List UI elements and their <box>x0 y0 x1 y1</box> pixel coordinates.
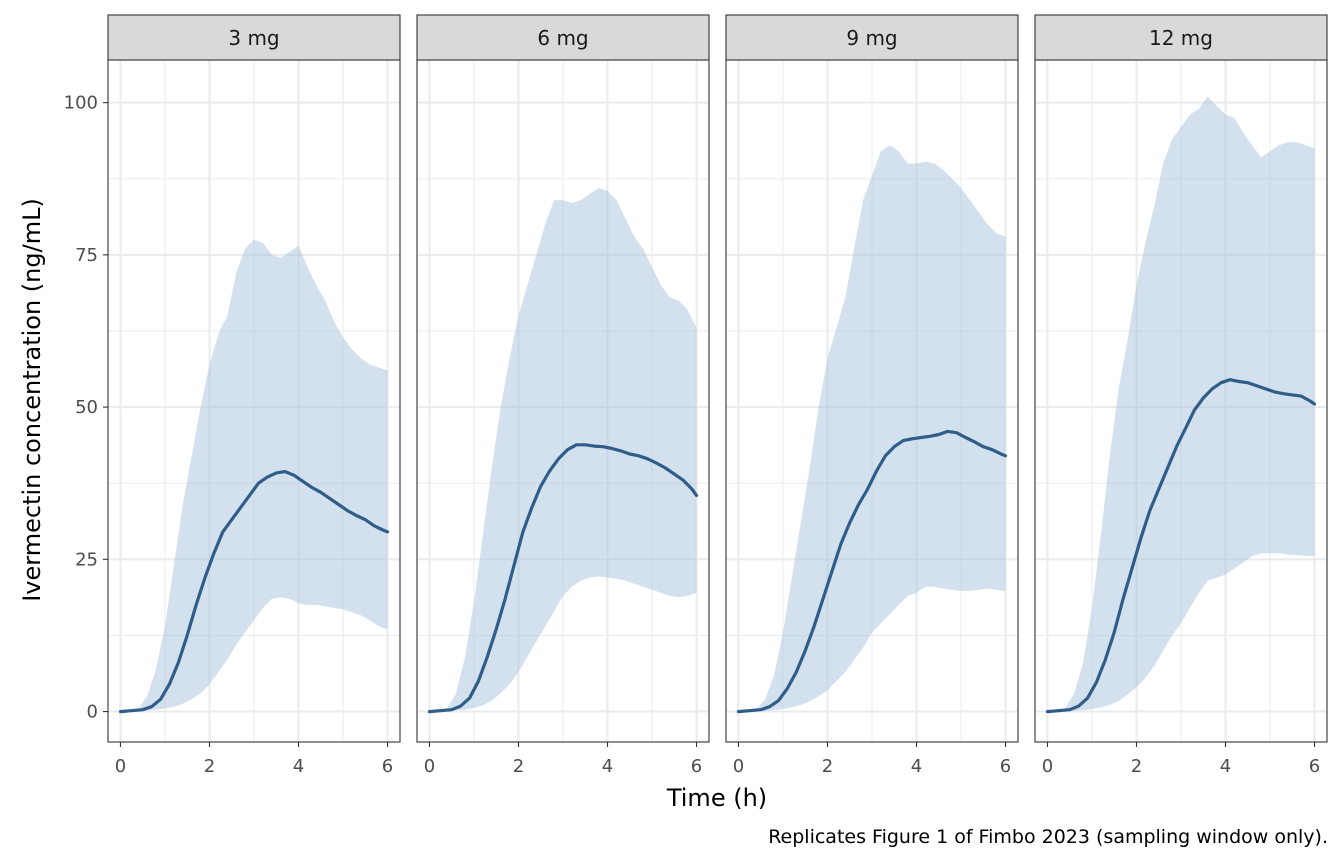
x-tick-label: 6 <box>1309 756 1320 777</box>
y-tick-label: 25 <box>75 549 98 570</box>
median-line <box>736 429 1008 714</box>
x-tick-label: 4 <box>911 756 922 777</box>
median-line <box>427 443 699 714</box>
x-tick-label: 2 <box>204 756 215 777</box>
x-tick-label: 0 <box>115 756 126 777</box>
x-axes: 0 2 4 6 0 2 4 6 0 2 4 6 0 2 4 6 <box>115 742 1320 777</box>
x-tick-label: 2 <box>1131 756 1142 777</box>
y-axis: 0 25 50 75 100 <box>64 93 108 723</box>
x-tick-label: 0 <box>424 756 435 777</box>
x-tick-label: 4 <box>293 756 304 777</box>
facet-strip-label: 12 mg <box>1149 26 1213 50</box>
x-tick-label: 0 <box>1042 756 1053 777</box>
facet-panels: 3 mg 6 mg 9 mg 12 mg <box>107 14 1328 743</box>
x-tick-label: 0 <box>733 756 744 777</box>
facet-panel-1: 6 mg <box>416 14 710 743</box>
x-tick-label: 4 <box>1220 756 1231 777</box>
x-tick-label: 2 <box>513 756 524 777</box>
median-line <box>118 470 390 714</box>
facet-strip <box>416 14 710 61</box>
x-tick-label: 6 <box>691 756 702 777</box>
y-axis-title: Ivermectin concentration (ng/mL) <box>18 198 46 602</box>
facet-strip-label: 3 mg <box>228 26 279 50</box>
chart-caption: Replicates Figure 1 of Fimbo 2023 (sampl… <box>768 826 1328 848</box>
x-axis-2: 0 2 4 6 <box>733 742 1011 777</box>
ribbon-interval <box>429 187 697 712</box>
facet-strip <box>1034 14 1328 61</box>
facet-panel-0: 3 mg <box>107 14 401 743</box>
facet-panel-3: 12 mg <box>1034 14 1328 743</box>
x-axis-title: Time (h) <box>666 784 767 812</box>
ribbon-interval <box>738 145 1006 712</box>
ribbon-interval <box>1047 96 1315 712</box>
x-axis-3: 0 2 4 6 <box>1042 742 1320 777</box>
x-axis-1: 0 2 4 6 <box>424 742 702 777</box>
y-tick-label: 75 <box>75 245 98 266</box>
facet-strip-label: 6 mg <box>537 26 588 50</box>
facet-strip-label: 9 mg <box>846 26 897 50</box>
ribbon-interval <box>120 239 388 712</box>
facet-strip <box>107 14 401 61</box>
x-tick-label: 6 <box>1000 756 1011 777</box>
median-line <box>1045 378 1317 714</box>
y-tick-label: 100 <box>64 93 98 114</box>
x-tick-label: 2 <box>822 756 833 777</box>
y-tick-label: 0 <box>87 702 98 723</box>
x-tick-label: 4 <box>602 756 613 777</box>
y-tick-label: 50 <box>75 397 98 418</box>
facet-panel-2: 9 mg <box>725 14 1019 743</box>
x-tick-label: 6 <box>382 756 393 777</box>
facet-strip <box>725 14 1019 61</box>
x-axis-0: 0 2 4 6 <box>115 742 393 777</box>
